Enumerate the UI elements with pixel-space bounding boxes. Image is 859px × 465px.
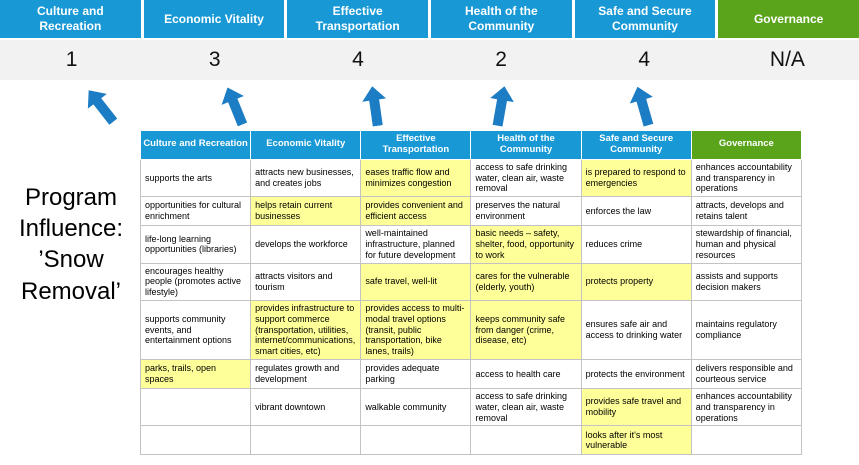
matrix-cell: opportunities for cultural enrichment [139,196,252,227]
matrix-cell [139,387,252,427]
matrix-cell: provides infrastructure to support comme… [250,300,362,360]
matrix-cell: life-long learning opportunities (librar… [139,225,252,264]
matrix-cell: cares for the vulnerable (elderly, youth… [470,262,582,302]
matrix-cell: basic needs – safety, shelter, food, opp… [470,225,582,264]
matrix-cell: enhances accountability and transparency… [690,387,803,427]
score-row: 1 3 4 2 4 N/A [0,40,859,80]
table-row: vibrant downtown walkable community access… [139,387,803,427]
matrix-header-governance: Governance [690,130,803,160]
matrix-cell: reduces crime [580,225,692,264]
influence-matrix: Culture and Recreation Economic Vitality… [139,130,803,456]
matrix-cell: develops the workforce [250,225,362,264]
matrix-cell: enhances accountability and transparency… [690,158,803,198]
matrix-cell: stewardship of financial, human and phys… [690,225,803,264]
table-row: supports community events, and entertain… [139,300,803,360]
up-arrow-icon [359,84,390,127]
matrix-header-culture: Culture and Recreation [139,130,252,160]
matrix-cell: parks, trails, open spaces [139,359,252,389]
matrix-header-transportation: Effective Transportation [360,130,472,160]
matrix-cell: provides adequate parking [360,359,472,389]
table-row: encourages healthy people (promotes acti… [139,262,803,302]
score-transportation: 4 [352,48,364,71]
matrix-header-row: Culture and Recreation Economic Vitality… [139,130,803,160]
pillar-header-culture: Culture and Recreation [0,0,141,38]
score-safe: 4 [638,48,651,71]
matrix-header-safe: Safe and Secure Community [580,130,692,160]
matrix-body: supports the arts attracts new businesses… [139,158,803,456]
matrix-cell: regulates growth and development [250,359,362,389]
matrix-cell: helps retain current businesses [250,196,362,227]
matrix-cell: provides convenient and efficient access [360,196,472,227]
matrix-cell: well-maintained infrastructure, planned … [360,225,472,264]
matrix-cell: access to health care [470,359,582,389]
matrix-cell: vibrant downtown [250,387,362,427]
matrix-cell: safe travel, well-lit [360,262,472,302]
pillar-header-safe: Safe and Secure Community [574,0,716,38]
up-arrow-icon [78,82,123,130]
matrix-cell [250,425,362,456]
matrix-cell [139,425,252,456]
matrix-cell: supports the arts [139,158,252,198]
pillar-header-transportation: Effective Transportation [287,0,428,38]
pillar-header-governance: Governance [718,0,859,38]
score-culture: 1 [65,48,78,71]
matrix-cell: delivers responsible and courteous servi… [690,359,803,389]
matrix-cell: eases traffic flow and minimizes congest… [360,158,472,198]
pillar-header-health: Health of the Community [431,0,572,38]
matrix-cell: assists and supports decision makers [690,262,803,302]
table-row: supports the arts attracts new businesses… [139,158,803,198]
table-row: looks after it's most vulnerable [139,425,803,456]
matrix-cell: walkable community [360,387,472,427]
matrix-cell: looks after it's most vulnerable [580,425,692,456]
matrix-header-health: Health of the Community [470,130,582,160]
matrix-cell: access to safe drinking water, clean air… [470,158,582,198]
matrix-cell: access to safe drinking water, clean air… [470,387,582,427]
matrix-cell [360,425,472,456]
table-row: life-long learning opportunities (librar… [139,225,803,264]
matrix-cell: supports community events, and entertain… [139,300,252,360]
matrix-cell [690,425,803,456]
up-arrow-icon [215,83,254,130]
matrix-cell: protects property [580,262,692,302]
matrix-cell: keeps community safe from danger (crime,… [470,300,582,360]
matrix-cell: attracts, develops and retains talent [690,196,803,227]
matrix-cell: encourages healthy people (promotes acti… [139,262,252,302]
matrix-cell: is prepared to respond to emergencies [580,158,692,198]
matrix-header-economic: Economic Vitality [250,130,362,160]
table-row: parks, trails, open spaces regulates grow… [139,359,803,389]
pillar-header-row: Culture and Recreation Economic Vitality… [0,0,859,38]
score-health: 2 [495,48,507,71]
up-arrow-icon [485,84,518,128]
matrix-cell: preserves the natural environment [470,196,582,227]
score-governance: N/A [769,48,805,71]
up-arrow-icon [625,83,661,129]
matrix-cell: attracts new businesses, and creates job… [250,158,362,198]
matrix-cell: maintains regulatory compliance [690,300,803,360]
matrix-cell: provides access to multi-modal travel op… [360,300,472,360]
matrix-cell: protects the environment [580,359,692,389]
matrix-cell: provides safe travel and mobility [580,387,692,427]
table-row: opportunities for cultural enrichment hel… [139,196,803,227]
matrix-cell [470,425,582,456]
matrix-cell: attracts visitors and tourism [250,262,362,302]
pillar-header-economic: Economic Vitality [143,0,285,38]
page-title: Program Influence: ’Snow Removal’ [18,184,124,305]
matrix-cell: ensures safe air and access to drinking … [580,300,692,360]
score-economic: 3 [208,48,221,71]
matrix-cell: enforces the law [580,196,692,227]
scoreboard: Culture and Recreation Economic Vitality… [0,0,859,80]
